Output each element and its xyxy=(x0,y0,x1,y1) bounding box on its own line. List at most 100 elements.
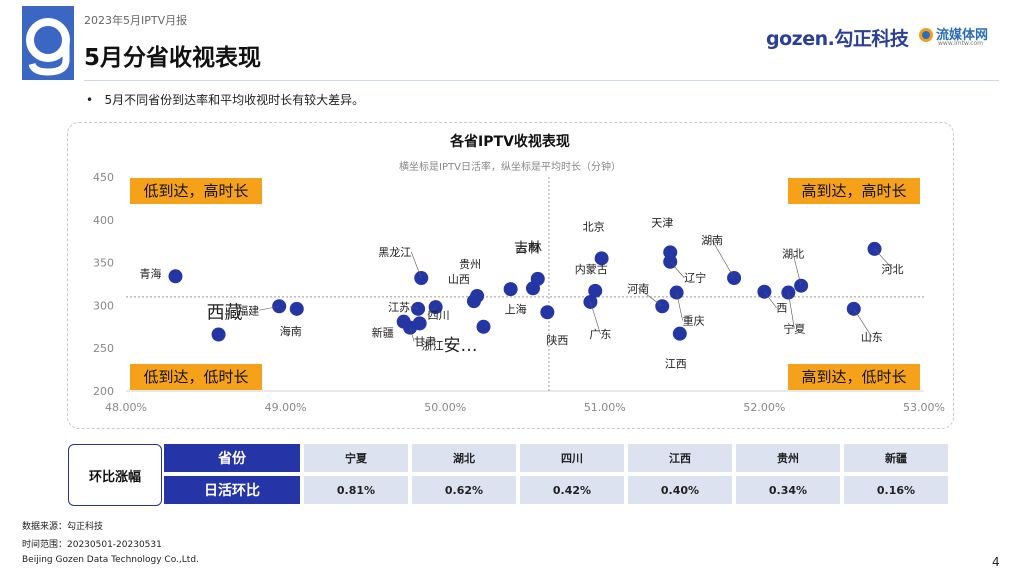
media-logo-icon xyxy=(919,28,933,42)
leader-line xyxy=(711,239,735,279)
point-label: 宁夏 xyxy=(783,322,805,336)
table-cell-value: 0.42% xyxy=(520,476,624,504)
chart-title: 各省IPTV收视表现 xyxy=(449,133,570,150)
media-brand-url: www.lmtw.com xyxy=(938,40,984,47)
leader-line xyxy=(638,288,663,307)
point-内蒙古 xyxy=(588,283,603,298)
point-label: 浙江 xyxy=(422,339,444,352)
y-tick-label: 250 xyxy=(93,342,114,355)
table-cell-value: 0.62% xyxy=(412,476,516,504)
page-number: 4 xyxy=(992,555,1000,569)
leader-line xyxy=(590,301,601,335)
point-label: 黑龙江 xyxy=(378,246,411,259)
table-cell-province: 四川 xyxy=(520,444,624,472)
y-tick-label: 350 xyxy=(93,257,114,270)
leader-line xyxy=(410,251,422,279)
leader-line xyxy=(792,253,802,286)
header-divider xyxy=(84,80,999,81)
y-tick-label: 200 xyxy=(93,385,114,398)
growth-table: 环比涨幅 省份 日活环比 宁夏 湖北 四川 江西 贵州 新疆 0.81% 0.6… xyxy=(68,444,952,506)
leader-line xyxy=(259,305,280,311)
point-label: 北京 xyxy=(583,219,605,233)
chart-subtitle: 横坐标是IPTV日活率，纵坐标是平均时长（分钟） xyxy=(399,160,621,173)
footer-time-range: 时间范围：20230501-20230531 xyxy=(22,540,162,550)
quadrant-label-bottom-left: 低到达，低时长 xyxy=(143,368,248,386)
g-logo-icon xyxy=(26,18,70,76)
point-label: 辽宁 xyxy=(684,271,706,285)
table-cell-value: 0.81% xyxy=(304,476,408,504)
x-tick-label: 51.00% xyxy=(584,401,626,414)
quadrant-label-box xyxy=(130,178,262,204)
quadrant-label-top-left: 低到达，高时长 xyxy=(143,182,248,200)
report-label: 2023年5月IPTV月报 xyxy=(84,14,188,27)
point-label: 江苏 xyxy=(388,301,410,314)
point-青海 xyxy=(168,269,183,284)
leader-line xyxy=(764,291,777,308)
point-label: 山东 xyxy=(861,331,883,344)
point-label: 陕西 xyxy=(546,333,568,347)
media-brand-logo: 流媒体网 xyxy=(936,28,989,43)
point-label: 河北 xyxy=(882,263,904,276)
point-云南 xyxy=(530,271,545,286)
footer-source: 数据来源：勾正科技 xyxy=(22,522,104,532)
quadrant-label-box xyxy=(130,364,262,390)
chart-panel xyxy=(67,122,954,429)
point-label: 上海 xyxy=(505,302,527,316)
table-cell-value: 0.40% xyxy=(628,476,732,504)
bullet-point: • 5月不同省份到达率和平均收视时长有较大差异。 xyxy=(86,93,365,107)
point-label: 四川 xyxy=(428,309,450,322)
table-cell-province: 新疆 xyxy=(844,444,948,472)
page-title: 5月分省收视表现 xyxy=(84,45,262,71)
x-tick-label: 50.00% xyxy=(424,401,466,414)
y-tick-label: 400 xyxy=(93,214,114,227)
point-label: 江西 xyxy=(665,358,687,371)
table-cell-province: 宁夏 xyxy=(304,444,408,472)
point-label: 山西 xyxy=(448,273,470,286)
brand-logo xyxy=(22,6,74,80)
point-江西 xyxy=(672,326,687,341)
footer-company: Beijing Gozen Data Technology Co.,Ltd. xyxy=(22,555,199,565)
point-label: 重庆 xyxy=(683,314,705,328)
point-label: 湖南 xyxy=(701,234,723,247)
point-贵州 xyxy=(470,288,485,303)
bullet-text: 5月不同省份到达率和平均收视时长有较大差异。 xyxy=(104,93,365,107)
leader-line xyxy=(853,308,873,337)
quadrant-label-box xyxy=(788,178,920,204)
table-header-province: 省份 xyxy=(164,444,300,472)
x-tick-label: 53.00% xyxy=(903,401,945,414)
point-label: 贵州 xyxy=(459,258,481,271)
point-label: 云南 xyxy=(517,241,539,254)
quadrant-label-top-right: 高到达，高时长 xyxy=(801,182,906,200)
point-浙江 xyxy=(412,316,427,331)
table-header-growth: 日活环比 xyxy=(164,476,300,504)
x-tick-label: 48.00% xyxy=(105,401,147,414)
point-西藏 xyxy=(211,327,226,342)
point-label: 内蒙古 xyxy=(575,262,608,276)
point-label: 安… xyxy=(444,336,478,356)
x-tick-label: 49.00% xyxy=(265,401,307,414)
point-海南 xyxy=(289,301,304,316)
point-label: 西藏 xyxy=(207,303,243,324)
point-label: 甘肃 xyxy=(414,336,436,349)
y-tick-label: 300 xyxy=(93,299,114,312)
point-label: 福建 xyxy=(237,303,259,317)
table-cell-value: 0.34% xyxy=(736,476,840,504)
table-cell-province: 贵州 xyxy=(736,444,840,472)
point-label: 新疆 xyxy=(372,326,394,340)
quadrant-label-bottom-right: 高到达，低时长 xyxy=(801,368,906,386)
leader-line xyxy=(676,292,683,321)
table-cell-value: 0.16% xyxy=(844,476,948,504)
point-label: 广东 xyxy=(589,328,611,341)
table-cell-province: 江西 xyxy=(628,444,732,472)
quadrant-label-box xyxy=(788,364,920,390)
leader-line xyxy=(409,306,419,310)
point-label: 西 xyxy=(776,302,787,315)
point-label: 河南 xyxy=(627,282,649,295)
leader-line xyxy=(427,306,436,316)
point-label: 吉林 xyxy=(514,240,542,256)
table-cell-province: 湖北 xyxy=(412,444,516,472)
point-北京 xyxy=(594,251,609,266)
point-label: 天津 xyxy=(651,216,673,229)
point-label: 海南 xyxy=(280,324,302,338)
